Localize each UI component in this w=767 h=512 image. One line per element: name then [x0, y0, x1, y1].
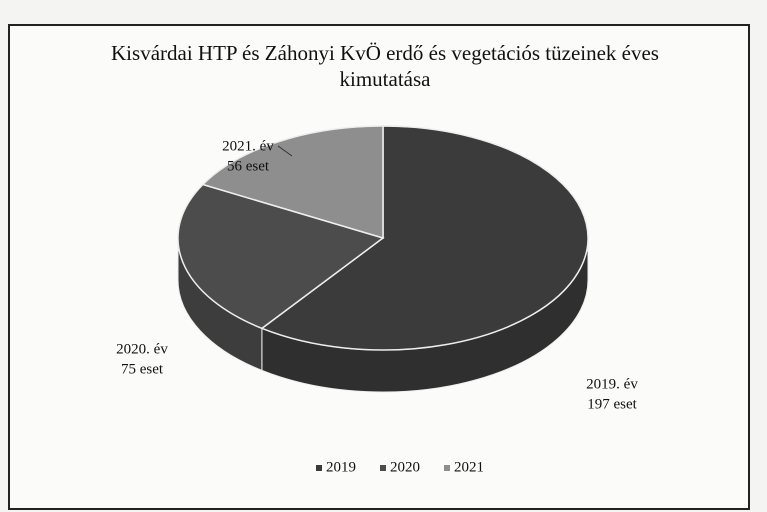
pie-slice [177, 183, 385, 330]
legend-swatch [316, 465, 322, 471]
leader-line [277, 145, 293, 157]
value-label: 75 eset [121, 361, 164, 377]
legend-swatch [380, 465, 386, 471]
value-label: 56 eset [227, 158, 270, 174]
pie-slice [260, 125, 589, 351]
slice-label: 2019. év [586, 376, 638, 392]
slice-label: 2021. év [222, 138, 274, 154]
legend-label: 2019 [326, 459, 356, 475]
legend-label: 2020 [390, 459, 420, 475]
slice-label: 2020. év [116, 341, 168, 357]
chart-title: Kisvárdai HTP és Záhonyi KvÖ erdő és veg… [111, 41, 659, 91]
pie-slice [201, 125, 384, 240]
legend-label: 2021 [454, 459, 484, 475]
value-label: 197 eset [587, 396, 637, 412]
legend-swatch [444, 465, 450, 471]
